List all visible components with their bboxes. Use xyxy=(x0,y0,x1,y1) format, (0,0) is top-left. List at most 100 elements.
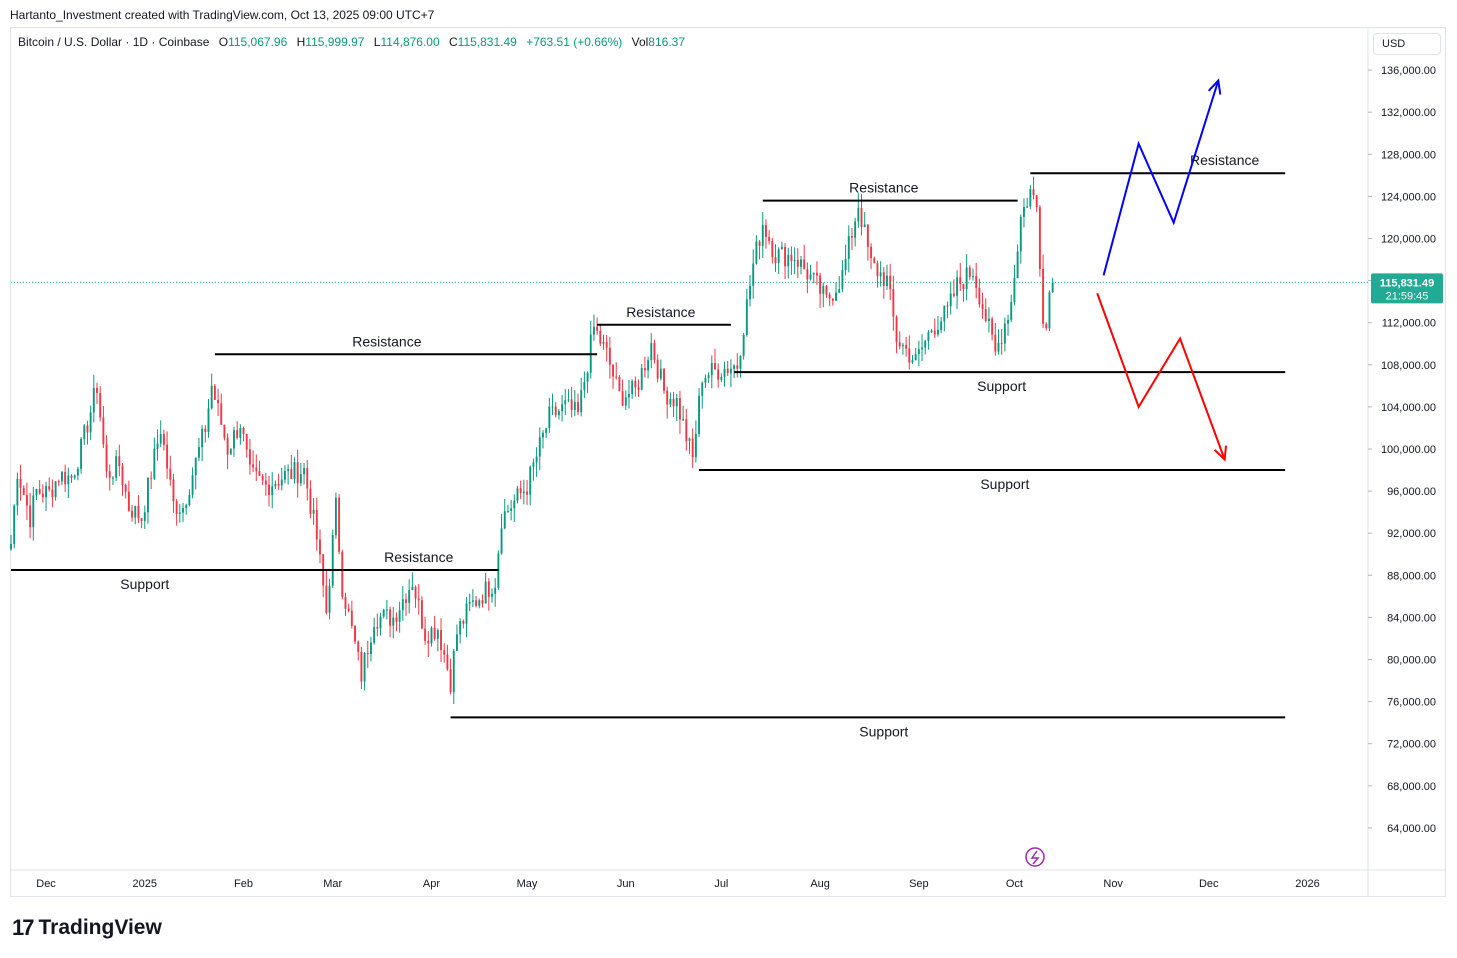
candle-up xyxy=(545,428,548,433)
candle-down xyxy=(656,359,659,379)
x-tick-label: Jul xyxy=(714,878,728,890)
candle-up xyxy=(54,481,57,498)
candle-down xyxy=(599,331,602,344)
low-label: L xyxy=(373,35,381,49)
candle-down xyxy=(220,403,223,425)
candle-up xyxy=(510,508,513,511)
candle-up xyxy=(188,494,191,506)
candle-down xyxy=(519,488,522,494)
resistance-label: Resistance xyxy=(626,304,695,320)
candle-down xyxy=(554,406,557,416)
candle-up xyxy=(921,347,923,350)
x-tick-label: Dec xyxy=(1199,878,1219,890)
candle-up xyxy=(385,609,388,611)
candle-down xyxy=(446,654,449,670)
candle-down xyxy=(898,342,901,347)
candle-down xyxy=(319,539,321,555)
bearish-projection-path[interactable] xyxy=(1096,292,1226,460)
last-price-tag[interactable] xyxy=(1371,273,1443,304)
candle-up xyxy=(733,365,736,369)
candle-up xyxy=(312,510,315,514)
candle-down xyxy=(764,224,767,238)
candle-down xyxy=(223,424,226,438)
candle-up xyxy=(917,349,920,355)
candle-up xyxy=(682,419,685,421)
close-label: C xyxy=(449,35,458,49)
candle-up xyxy=(16,478,19,506)
candle-down xyxy=(462,621,465,624)
candle-up xyxy=(972,275,974,277)
candle-down xyxy=(1035,195,1038,208)
tradingview-logo[interactable]: 17 TradingView xyxy=(12,915,162,941)
candle-down xyxy=(726,368,729,374)
candle-down xyxy=(325,585,328,613)
bullish-arrowhead xyxy=(1207,78,1222,95)
candle-down xyxy=(828,294,831,299)
candle-up xyxy=(780,246,783,250)
candle-up xyxy=(694,433,697,458)
candle-down xyxy=(25,495,28,506)
support-label: Support xyxy=(859,723,908,739)
resistance-label: Resistance xyxy=(352,333,421,349)
resistance-label: Resistance xyxy=(384,549,453,565)
candle-up xyxy=(411,586,414,591)
candle-down xyxy=(252,464,255,468)
symbol-legend[interactable]: Bitcoin / U.S. Dollar · 1D · Coinbase O1… xyxy=(18,35,685,49)
candle-up xyxy=(739,355,742,369)
candle-up xyxy=(745,299,748,335)
candle-up xyxy=(67,475,70,485)
tradingview-brand-name: TradingView xyxy=(38,916,162,939)
candle-down xyxy=(204,428,207,433)
candle-up xyxy=(924,340,927,348)
y-tick-label: 76,000.00 xyxy=(1387,697,1436,709)
candle-down xyxy=(389,609,392,626)
bar-countdown: 21:59:45 xyxy=(1386,290,1429,302)
candle-up xyxy=(452,650,455,692)
candle-down xyxy=(277,483,280,486)
volume-label: Vol xyxy=(631,35,649,49)
candle-down xyxy=(306,468,309,489)
candle-up xyxy=(1010,302,1013,321)
candle-up xyxy=(755,241,758,264)
candle-down xyxy=(806,269,809,280)
candle-up xyxy=(239,428,242,438)
candle-up xyxy=(793,259,796,262)
candle-up xyxy=(73,475,76,478)
candle-up xyxy=(583,381,586,391)
lightning-icon[interactable] xyxy=(1025,847,1045,867)
candle-up xyxy=(602,341,605,344)
currency-button[interactable]: USD xyxy=(1373,33,1441,55)
candle-up xyxy=(153,448,156,479)
x-tick-label: 2026 xyxy=(1295,878,1319,890)
candle-up xyxy=(857,207,860,222)
candle-up xyxy=(930,330,933,333)
candle-down xyxy=(771,241,774,258)
candle-down xyxy=(991,318,994,335)
candle-down xyxy=(475,600,478,606)
candle-up xyxy=(10,543,12,550)
candle-down xyxy=(19,478,22,488)
candle-up xyxy=(1003,323,1006,344)
candle-up xyxy=(159,434,162,444)
candle-down xyxy=(634,380,637,388)
candle-down xyxy=(347,608,350,611)
high-value: 115,999.97 xyxy=(305,35,365,49)
bullish-projection-path[interactable] xyxy=(1102,80,1220,276)
candle-up xyxy=(398,610,401,622)
candle-up xyxy=(752,263,755,286)
candle-up xyxy=(937,329,939,335)
candle-up xyxy=(822,286,825,294)
candle-down xyxy=(118,456,121,467)
candle-up xyxy=(331,535,334,586)
candle-up xyxy=(280,479,283,486)
symbol-name[interactable]: Bitcoin / U.S. Dollar · 1D · Coinbase xyxy=(18,35,210,49)
candle-down xyxy=(449,669,452,692)
candle-up xyxy=(484,581,487,604)
candle-down xyxy=(108,471,111,478)
candle-down xyxy=(258,471,261,476)
candle-up xyxy=(207,408,210,433)
candle-down xyxy=(526,491,528,495)
chart-frame xyxy=(10,27,1446,897)
candle-up xyxy=(494,587,497,594)
